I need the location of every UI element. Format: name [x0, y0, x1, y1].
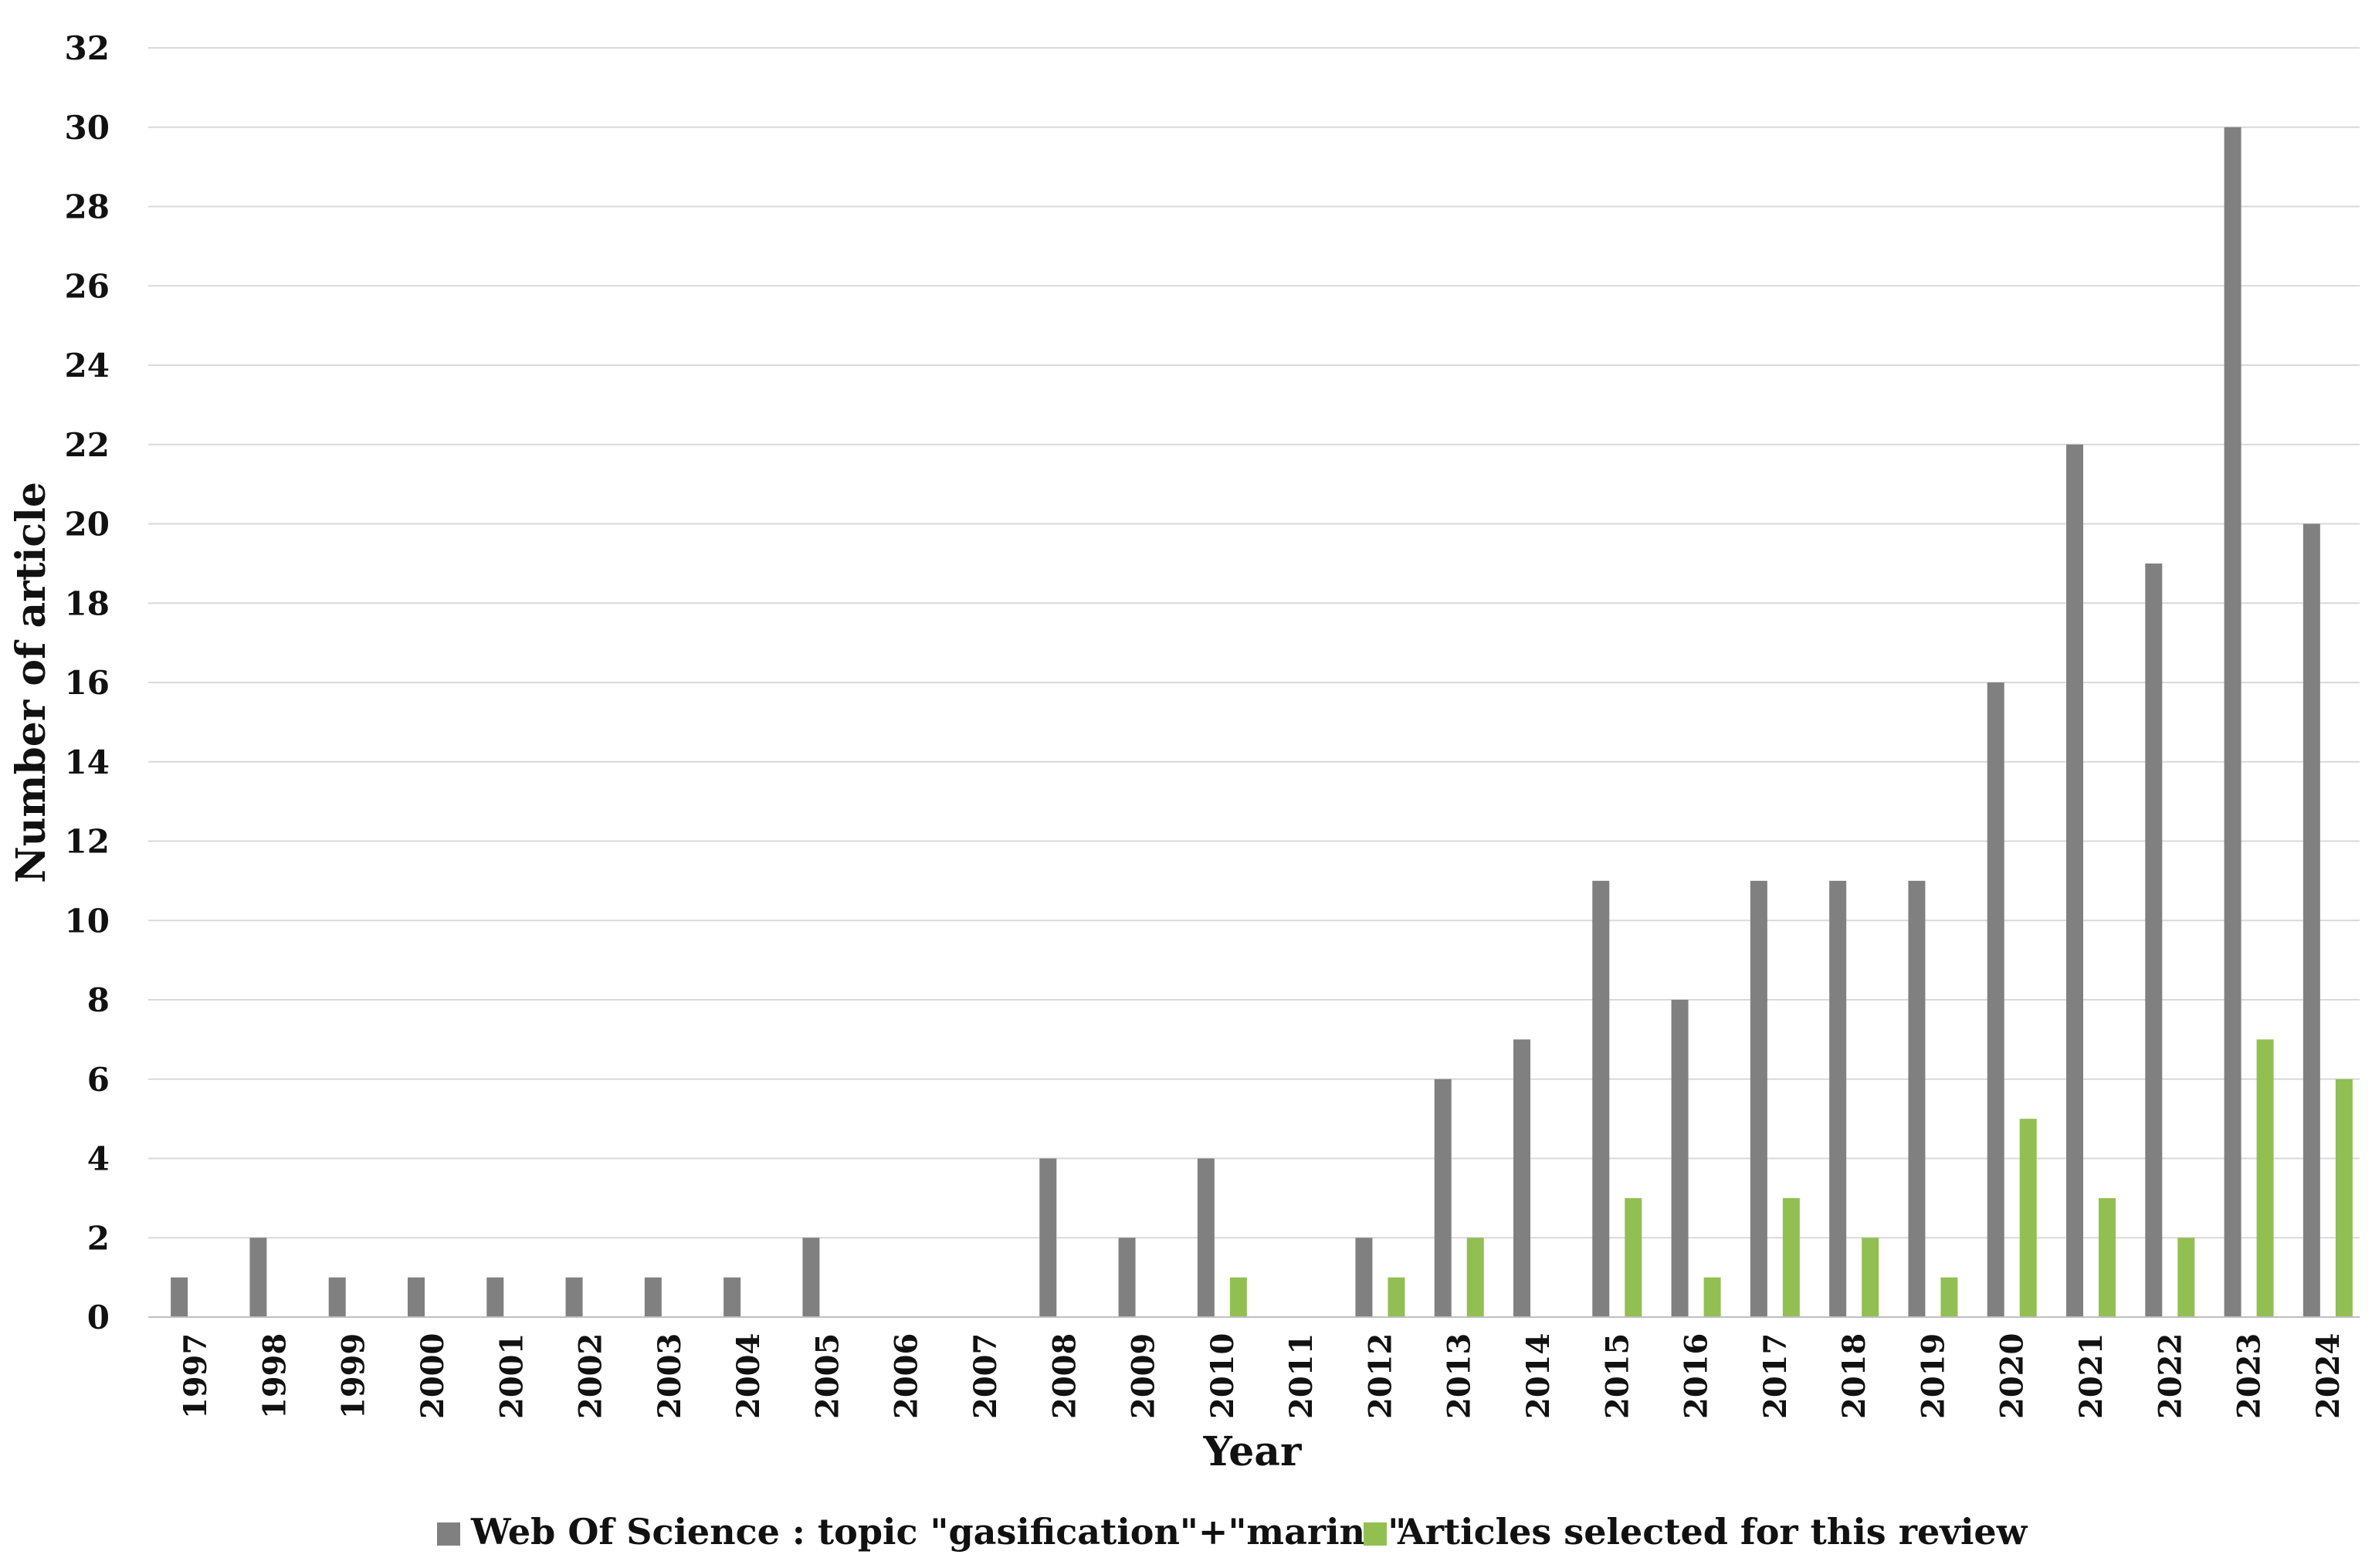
bar-web-of-science: [1908, 880, 1926, 1317]
x-tick-label: 2019: [1915, 1333, 1951, 1419]
bar-web-of-science: [2066, 444, 2083, 1317]
x-tick-label: 2009: [1126, 1333, 1162, 1419]
x-tick-label: 2003: [652, 1333, 688, 1419]
x-tick-label: 2005: [809, 1333, 845, 1419]
x-tick-label: 2002: [573, 1333, 609, 1419]
y-tick-label: 28: [65, 188, 110, 226]
y-tick-label: 18: [65, 584, 110, 622]
bar-web-of-science: [2303, 523, 2320, 1317]
x-tick-label: 2000: [415, 1333, 451, 1419]
bar-articles-selected: [2099, 1197, 2116, 1317]
bar-articles-selected: [2256, 1039, 2274, 1317]
x-tick-label: 2011: [1283, 1333, 1320, 1419]
y-tick-label: 24: [65, 347, 110, 384]
x-tick-label: 2006: [889, 1333, 925, 1419]
x-axis-title: Year: [1203, 1428, 1302, 1475]
x-tick-label: 1997: [178, 1333, 214, 1419]
bar-web-of-science: [171, 1277, 188, 1317]
bar-articles-selected: [1940, 1277, 1958, 1317]
x-tick-label: 2018: [1836, 1333, 1872, 1419]
x-tick-label: 2024: [2310, 1333, 2347, 1419]
bar-web-of-science: [486, 1277, 504, 1317]
x-tick-label: 2012: [1362, 1333, 1398, 1419]
bar-web-of-science: [2145, 563, 2163, 1317]
bar-web-of-science: [1750, 880, 1767, 1317]
bar-articles-selected: [1466, 1238, 1484, 1317]
legend-swatch: [1364, 1522, 1387, 1546]
bar-web-of-science: [1039, 1158, 1057, 1317]
x-tick-label: 2022: [2152, 1333, 2188, 1419]
bar-web-of-science: [328, 1277, 346, 1317]
x-tick-label: 1999: [336, 1333, 372, 1419]
x-tick-label: 1998: [256, 1333, 293, 1419]
y-tick-label: 8: [87, 981, 110, 1019]
bar-web-of-science: [249, 1238, 267, 1317]
bar-web-of-science: [1197, 1158, 1215, 1317]
bar-web-of-science: [1671, 1000, 1689, 1317]
x-tick-label: 2007: [967, 1333, 1004, 1419]
y-tick-label: 10: [65, 902, 110, 940]
bar-web-of-science: [1513, 1039, 1530, 1317]
bar-articles-selected: [1862, 1238, 1879, 1317]
bar-articles-selected: [1388, 1277, 1405, 1317]
y-tick-label: 12: [65, 823, 110, 861]
bar-web-of-science: [723, 1277, 741, 1317]
y-tick-label: 6: [87, 1061, 110, 1099]
legend-label: Articles selected for this review: [1397, 1511, 2028, 1553]
y-tick-label: 30: [65, 109, 110, 147]
gridlines: [148, 47, 2360, 1239]
legend-label: Web Of Science : topic "gasification"+"m…: [470, 1511, 1406, 1553]
x-axis-tick-labels: 1997 1998 1999 2000 2001 2002 2003 2004 2005 2006…: [178, 1333, 2347, 1419]
y-tick-label: 14: [65, 743, 110, 781]
y-tick-label: 22: [65, 426, 110, 464]
bar-articles-selected: [1782, 1197, 1800, 1317]
x-tick-label: 2001: [493, 1333, 530, 1419]
y-tick-label: 26: [65, 267, 110, 305]
bar-web-of-science: [1592, 880, 1610, 1317]
bar-articles-selected: [2177, 1238, 2195, 1317]
bar-articles-selected: [1625, 1197, 1642, 1317]
legend: Web Of Science : topic "gasification"+"m…: [437, 1511, 2028, 1553]
bars: [171, 127, 2353, 1317]
y-tick-label: 4: [87, 1140, 110, 1178]
bar-web-of-science: [408, 1277, 425, 1317]
y-tick-label: 2: [87, 1219, 110, 1257]
bar-web-of-science: [565, 1277, 583, 1317]
bar-web-of-science: [1118, 1238, 1136, 1317]
x-tick-label: 2008: [1046, 1333, 1083, 1419]
x-tick-label: 2020: [1994, 1333, 2031, 1419]
y-axis-title: Number of article: [8, 482, 55, 883]
bar-web-of-science: [2224, 127, 2242, 1317]
y-tick-label: 16: [65, 664, 110, 702]
x-tick-label: 2004: [730, 1333, 767, 1419]
x-tick-label: 2015: [1599, 1333, 1635, 1419]
bar-web-of-science: [802, 1238, 820, 1317]
bar-web-of-science: [1987, 682, 2004, 1317]
bar-web-of-science: [1829, 880, 1847, 1317]
bar-web-of-science: [1434, 1079, 1452, 1317]
bar-web-of-science: [1355, 1238, 1373, 1317]
y-tick-label: 0: [87, 1299, 110, 1336]
x-tick-label: 2016: [1679, 1333, 1715, 1419]
x-tick-label: 2013: [1442, 1333, 1478, 1419]
legend-swatch: [437, 1522, 460, 1546]
x-tick-label: 2023: [2231, 1333, 2268, 1419]
bar-articles-selected: [2019, 1119, 2037, 1317]
bar-articles-selected: [2335, 1079, 2353, 1317]
y-tick-label: 32: [65, 29, 110, 67]
bar-articles-selected: [1703, 1277, 1721, 1317]
y-tick-label: 20: [65, 506, 110, 544]
x-tick-label: 2014: [1520, 1333, 1557, 1419]
bar-web-of-science: [644, 1277, 662, 1317]
x-tick-label: 2021: [2073, 1333, 2109, 1419]
x-tick-label: 2017: [1757, 1333, 1794, 1419]
bar-articles-selected: [1229, 1277, 1247, 1317]
x-tick-label: 2010: [1205, 1333, 1241, 1419]
